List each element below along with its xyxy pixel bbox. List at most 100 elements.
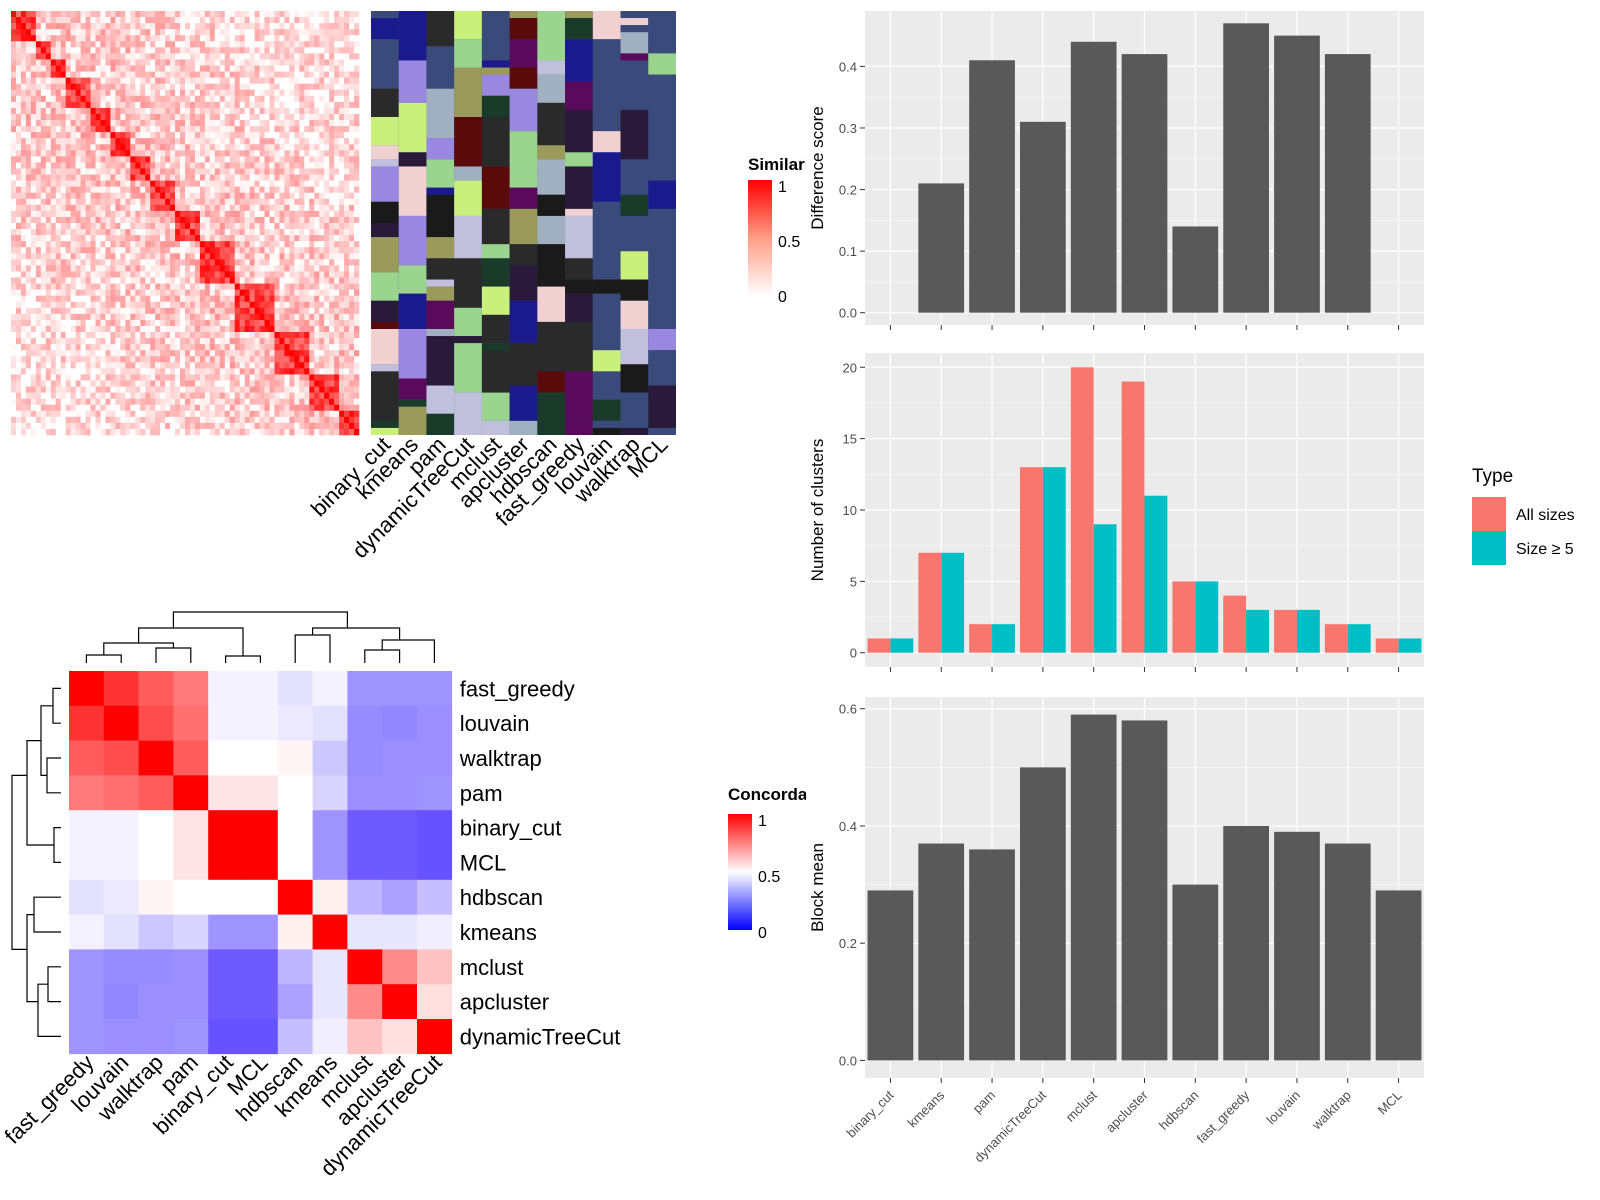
class-cell [509, 88, 538, 132]
similarity-cell [145, 271, 151, 278]
similarity-cell [279, 113, 285, 121]
similarity-cell [135, 89, 141, 97]
similarity-cell [329, 247, 335, 254]
similarity-cell [269, 344, 275, 351]
similarity-cell [60, 132, 66, 139]
similarity-cell [160, 344, 166, 351]
similarity-cell [259, 216, 265, 224]
similarity-cell [264, 380, 270, 387]
similarity-cell [319, 204, 325, 212]
similarity-cell [324, 23, 330, 30]
class-cell [481, 258, 510, 287]
similarity-cell [120, 392, 126, 399]
similarity-cell [334, 344, 340, 351]
similarity-cell [30, 83, 37, 91]
similarity-cell [135, 428, 141, 436]
similarity-cell [140, 65, 146, 72]
similarity-cell [185, 416, 191, 424]
similarity-cell [194, 416, 201, 424]
similarity-cell [244, 229, 250, 236]
similarity-cell [244, 301, 250, 309]
similarity-cell [80, 277, 86, 284]
similarity-cell [219, 241, 226, 248]
similarity-cell [354, 259, 360, 266]
similarity-cell [70, 422, 76, 430]
similarity-cell [339, 319, 345, 327]
similarity-cell [45, 283, 52, 290]
similarity-cell [214, 259, 221, 266]
similarity-cell [185, 71, 191, 78]
similarity-cell [145, 216, 151, 224]
similarity-cell [189, 332, 196, 339]
similarity-cell [204, 186, 211, 194]
similarity-cell [180, 41, 186, 48]
class-cell [371, 166, 399, 202]
similarity-cell [344, 344, 350, 351]
similarity-cell [204, 223, 211, 230]
similarity-cell [279, 144, 285, 151]
similarity-cell [259, 35, 265, 42]
similarity-cell [175, 120, 181, 127]
similarity-cell [224, 356, 231, 363]
similarity-cell [110, 416, 116, 424]
similarity-cell [130, 277, 136, 284]
similarity-cell [150, 410, 156, 418]
similarity-cell [279, 416, 285, 424]
similarity-cell [189, 368, 196, 375]
similarity-cell [170, 362, 176, 369]
similarity-cell [80, 65, 86, 72]
similarity-cell [30, 89, 37, 97]
similarity-cell [160, 144, 166, 151]
similarity-cell [304, 259, 310, 266]
similarity-cell [160, 338, 166, 345]
similarity-cell [40, 247, 47, 254]
similarity-cell [234, 11, 240, 18]
similarity-cell [50, 271, 57, 278]
similarity-cell [224, 368, 231, 375]
similarity-cell [110, 325, 116, 333]
similarity-cell [85, 210, 91, 218]
similarity-cell [150, 138, 156, 145]
class-cell [426, 237, 455, 259]
similarity-cell [254, 29, 260, 36]
similarity-cell [180, 380, 186, 387]
similarity-cell [165, 65, 171, 72]
similarity-cell [170, 89, 176, 97]
similarity-cell [20, 259, 27, 266]
similarity-cell [339, 422, 345, 430]
similarity-cell [349, 29, 355, 36]
similarity-cell [105, 150, 111, 157]
similarity-cell [180, 11, 186, 18]
similarity-cell [95, 398, 101, 406]
similarity-cell [150, 344, 156, 351]
similarity-cell [20, 210, 27, 218]
similarity-cell [90, 325, 96, 333]
similarity-cell [110, 229, 116, 236]
similarity-cell [180, 350, 186, 357]
similarity-cell [284, 210, 290, 218]
similarity-cell [334, 180, 340, 187]
similarity-cell [274, 17, 280, 24]
similarity-cell [234, 428, 240, 436]
similarity-cell [145, 325, 151, 333]
similarity-cell [269, 410, 275, 418]
similarity-cell [105, 120, 111, 127]
similarity-cell [334, 107, 340, 115]
similarity-cell [130, 216, 136, 224]
similarity-cell [239, 332, 245, 339]
similarity-cell [75, 107, 81, 115]
similarity-cell [294, 241, 300, 248]
similarity-cell [180, 180, 186, 187]
similarity-cell [70, 271, 76, 278]
similarity-cell [85, 186, 91, 194]
similarity-cell [314, 416, 320, 424]
similarity-cell [269, 283, 275, 290]
similarity-cell [75, 198, 81, 206]
similarity-cell [180, 253, 186, 260]
similarity-cell [50, 113, 57, 121]
similarity-cell [269, 295, 275, 303]
similarity-cell [60, 113, 66, 121]
similarity-cell [80, 398, 86, 406]
similarity-cell [279, 23, 285, 30]
similarity-cell [165, 350, 171, 357]
